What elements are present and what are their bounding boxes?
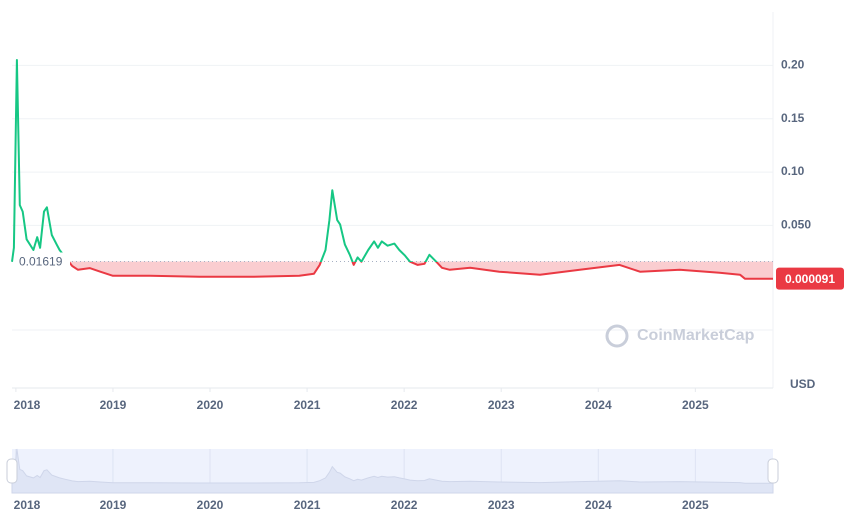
x-tick-label: 2022 (391, 398, 418, 412)
navigator-tick-label: 2022 (391, 498, 418, 512)
baseline-label-bg (16, 252, 70, 271)
y-tick-label: 0.20 (781, 58, 805, 72)
baseline-label: 0.01619 (19, 255, 63, 269)
navigator-handle[interactable] (767, 458, 779, 484)
x-tick-label: 2025 (682, 398, 709, 412)
navigator-tick-label: 2021 (294, 498, 321, 512)
navigator-tick-label: 2018 (14, 498, 41, 512)
watermark-logo (605, 324, 629, 348)
watermark: CoinMarketCap (637, 327, 755, 344)
navigator-tick-label: 2023 (488, 498, 515, 512)
navigator-tick-label: 2020 (197, 498, 224, 512)
x-tick-label: 2019 (100, 398, 127, 412)
last-price-label: 0.000091 (785, 272, 835, 286)
y-tick-label: 0.10 (781, 164, 805, 178)
x-tick-label: 2020 (197, 398, 224, 412)
y-tick-label: 0.050 (781, 218, 811, 232)
price-line (11, 59, 773, 280)
x-tick-label: 2021 (294, 398, 321, 412)
navigator-tick-label: 2025 (682, 498, 709, 512)
navigator-handle[interactable] (6, 458, 18, 484)
navigator-area (11, 448, 774, 494)
x-tick-label: 2023 (488, 398, 515, 412)
navigator-tick-label: 2024 (585, 498, 612, 512)
currency-label: USD (790, 377, 816, 391)
last-price-bg (776, 267, 844, 290)
y-tick-label: 0.15 (781, 111, 805, 125)
navigator-tick-label: 2019 (100, 498, 127, 512)
x-tick-label: 2024 (585, 398, 612, 412)
area-below-baseline (12, 261, 773, 279)
x-tick-label: 2018 (14, 398, 41, 412)
